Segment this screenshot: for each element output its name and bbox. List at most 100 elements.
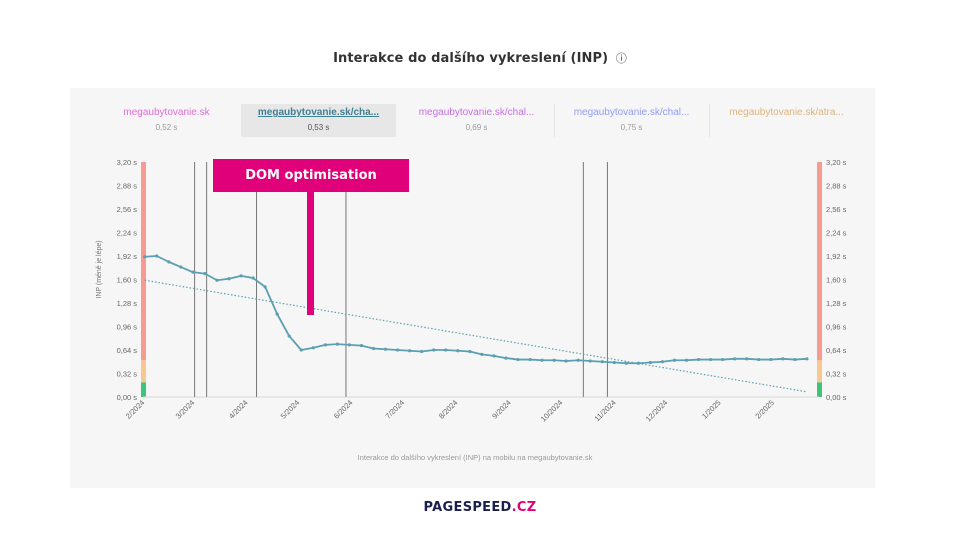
inp-data-point — [769, 357, 773, 362]
y-tick-label-right: 0,32 s — [826, 370, 847, 379]
y-tick-label-right: 0,96 s — [826, 323, 847, 332]
y-tick-label-left: 0,32 s — [117, 370, 138, 379]
inp-data-point — [383, 347, 388, 351]
y-tick-label-left: 1,60 s — [117, 276, 138, 285]
x-tick-label: 2/2025 — [753, 398, 776, 421]
y-tick-label-right: 0,64 s — [826, 346, 847, 355]
x-tick-label: 4/2024 — [227, 398, 250, 421]
inp-data-point — [684, 358, 689, 362]
tab-value: 0,69 s — [465, 123, 488, 132]
chart-panel — [70, 88, 875, 488]
tab-megaubytovanie-chalupy-1[interactable]: megaubytovanie.sk/cha... 0,53 s — [241, 104, 396, 137]
inp-data-point — [395, 348, 400, 352]
inp-data-point — [299, 348, 303, 352]
y-tick-label-left: 0,00 s — [117, 393, 138, 402]
inp-data-point — [251, 276, 255, 280]
inp-data-point — [480, 352, 484, 357]
inp-data-point — [576, 358, 580, 362]
logo-part-1: PAGESPEED — [423, 500, 512, 515]
left-zone-bar-2 — [141, 162, 146, 361]
y-axis-title: INP (méně je lépe) — [96, 240, 103, 298]
info-icon[interactable]: ⓘ — [615, 52, 627, 65]
inp-data-point — [552, 358, 556, 362]
pagespeed-logo: PAGESPEED.CZ — [0, 500, 960, 515]
left-zone-bar-1 — [141, 360, 146, 383]
inp-data-point — [672, 358, 677, 362]
y-tick-label-left: 0,96 s — [117, 323, 138, 332]
inp-data-point — [733, 357, 737, 361]
right-zone-bar-0 — [817, 382, 822, 397]
inp-data-point — [745, 357, 749, 361]
inp-data-point — [287, 334, 291, 338]
trend-line — [144, 279, 808, 393]
y-tick-label-right: 2,88 s — [826, 182, 847, 191]
tab-label: megaubytovanie.sk/chal... — [573, 107, 690, 118]
y-tick-label-right: 3,20 s — [826, 158, 847, 167]
right-zone-bar-1 — [817, 360, 822, 383]
inp-data-point — [468, 349, 472, 354]
dom-optimisation-callout: DOM optimisation — [213, 159, 409, 192]
right-zone-bar-2 — [817, 162, 822, 361]
inp-data-point — [696, 357, 701, 362]
inp-data-point — [275, 312, 279, 316]
tab-label: megaubytovanie.sk/atra... — [729, 107, 844, 118]
y-tick-label-left: 1,28 s — [117, 299, 138, 308]
x-tick-label: 11/2024 — [593, 398, 618, 423]
inp-data-point — [805, 357, 809, 361]
x-tick-label: 8/2024 — [437, 398, 460, 421]
inp-data-point — [624, 361, 628, 365]
tab-label: megaubytovanie.sk/cha... — [257, 107, 380, 118]
inp-data-point — [239, 274, 243, 278]
logo-part-2: .CZ — [511, 500, 537, 515]
x-tick-label: 9/2024 — [490, 398, 513, 421]
y-tick-label-left: 2,24 s — [117, 229, 138, 238]
inp-data-point — [167, 260, 171, 264]
x-axis-caption: Interakce do dalšího vykreslení (INP) na… — [358, 453, 593, 462]
inp-data-point — [191, 270, 195, 274]
inp-data-point — [588, 359, 592, 363]
tab-megaubytovanie-atrakcie[interactable]: megaubytovanie.sk/atra... — [709, 104, 864, 137]
inp-data-point — [564, 359, 568, 363]
inp-data-point — [721, 357, 725, 362]
inp-data-point — [456, 349, 460, 353]
x-tick-label: 10/2024 — [539, 398, 565, 424]
inp-data-point — [492, 354, 496, 358]
y-tick-label-right: 1,92 s — [826, 252, 847, 261]
tab-value: 0,52 s — [155, 123, 178, 132]
y-tick-label-left: 2,56 s — [117, 205, 138, 214]
x-tick-label: 1/2025 — [700, 398, 723, 421]
inp-data-point — [263, 285, 267, 289]
y-tick-label-left: 2,88 s — [117, 182, 138, 191]
inp-data-point — [648, 360, 653, 365]
inp-data-point — [359, 343, 364, 348]
inp-data-point — [203, 272, 207, 276]
inp-data-point — [516, 357, 520, 362]
x-tick-label: 5/2024 — [279, 398, 302, 421]
inp-data-point — [540, 358, 544, 362]
y-tick-label-right: 2,56 s — [826, 205, 847, 214]
inp-data-point — [227, 277, 231, 281]
y-tick-label-right: 1,60 s — [826, 276, 847, 285]
y-tick-label-right: 2,24 s — [826, 229, 847, 238]
tab-value: 0,75 s — [620, 123, 643, 132]
inp-data-point — [335, 342, 339, 346]
tab-label: megaubytovanie.sk/chal... — [418, 107, 535, 118]
inp-data-point — [444, 348, 448, 352]
page-title-text: Interakce do dalšího vykreslení (INP) — [333, 51, 609, 66]
tab-megaubytovanie-chalupy-3[interactable]: megaubytovanie.sk/chal... 0,75 s — [554, 104, 710, 137]
inp-data-point — [215, 278, 219, 282]
inp-series-line — [144, 255, 808, 365]
inp-data-point — [600, 360, 604, 364]
inp-data-point — [408, 349, 412, 353]
callout-pointer — [307, 192, 314, 315]
inp-data-point — [709, 357, 713, 362]
tab-megaubytovanie-chalupy-2[interactable]: megaubytovanie.sk/chal... 0,69 s — [399, 104, 555, 137]
inp-data-point — [323, 343, 327, 347]
left-zone-bar-0 — [141, 382, 146, 397]
inp-data-point — [757, 357, 761, 362]
inp-data-point — [793, 357, 797, 362]
y-tick-label-left: 1,92 s — [117, 252, 138, 261]
inp-data-point — [660, 360, 665, 364]
tab-label: megaubytovanie.sk — [123, 107, 210, 118]
